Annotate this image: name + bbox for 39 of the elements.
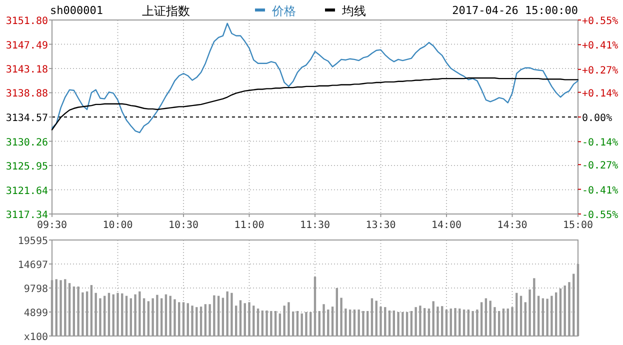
y-tick-label: 3134.57 [6, 113, 48, 124]
y-tick-label: 3143.18 [6, 64, 48, 76]
line-series [51, 77, 579, 130]
y-tick-label: x100 [24, 332, 48, 343]
y-tick-label: 9798 [24, 284, 48, 295]
y-tick-label: 4899 [24, 308, 48, 319]
y-tick-label: 14697 [18, 260, 48, 271]
y2-tick-label: -0.14% [582, 138, 618, 149]
y2-tick-label: +0.27% [582, 65, 618, 76]
x-tick-label: 10:30 [168, 220, 199, 231]
text: 2017-04-26 15:00:00 [452, 4, 578, 17]
y2-tick-label: +0.41% [582, 40, 618, 52]
y2-tick-label: -0.41% [582, 185, 618, 196]
y2-tick-label: +0.55% [582, 16, 618, 27]
y-tick-label: 3147.49 [6, 40, 48, 52]
line-series [51, 22, 579, 134]
y2-tick-label: -0.55% [582, 210, 618, 221]
y-tick-label: 3117.34 [6, 210, 48, 221]
x-tick-label: 10:00 [102, 220, 133, 231]
chart-subtitle: sh000001 [50, 4, 103, 17]
y-tick-label: 3121.64 [6, 186, 48, 197]
y-tick-label: 3151.80 [6, 16, 48, 27]
y-tick-label: 3125.95 [6, 162, 48, 173]
x-tick-label: 13:30 [366, 220, 396, 231]
y2-tick-label: 0.00% [582, 113, 612, 124]
x-tick-label: 15:00 [562, 220, 594, 231]
x-tick-label: 14:30 [497, 220, 528, 231]
y2-tick-label: +0.14% [582, 88, 618, 100]
y-tick-label: 19595 [18, 236, 48, 247]
x-tick-label: 14:00 [431, 220, 462, 231]
chart-title: 上证指数 [142, 4, 190, 18]
x-tick-label: 09:30 [36, 220, 68, 231]
x-tick-label: 11:00 [234, 220, 264, 231]
y-tick-label: 3130.26 [6, 137, 48, 148]
legend-label: 价格 [271, 4, 296, 18]
y2-tick-label: -0.27% [582, 160, 618, 172]
legend-label: 均线 [341, 4, 366, 18]
x-tick-label: 11:30 [300, 220, 330, 231]
y-tick-label: 3138.88 [6, 88, 48, 100]
